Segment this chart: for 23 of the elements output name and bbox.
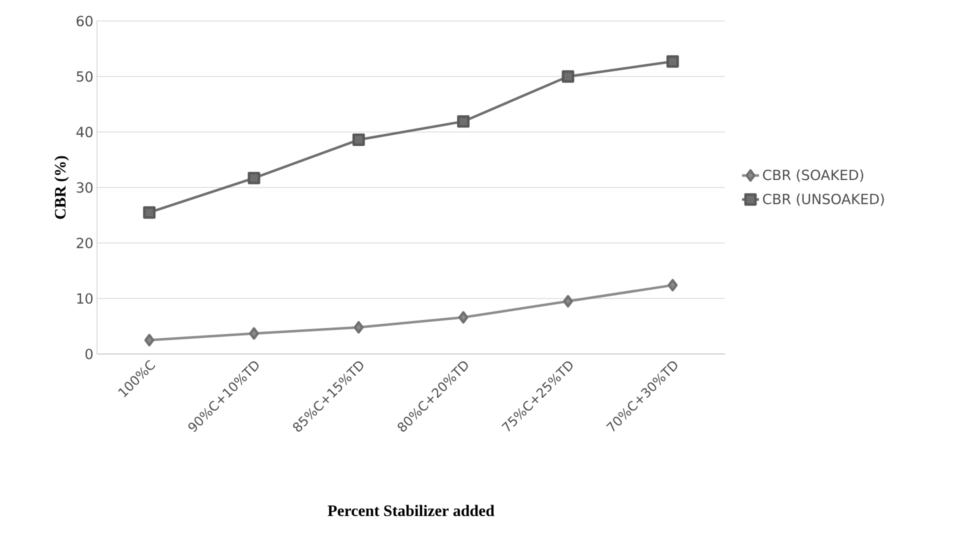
- y-tick-label: 10: [77, 293, 93, 304]
- y-axis-title: CBR (%): [54, 156, 69, 219]
- point: [354, 321, 364, 334]
- y-tick-label: 20: [76, 238, 93, 248]
- y-tick-label: 0: [86, 348, 93, 360]
- legend-label: CBR (SOAKED): [763, 169, 864, 182]
- point: [668, 278, 678, 292]
- point: [562, 70, 574, 83]
- y-tick-label: 60: [76, 16, 93, 26]
- y-tick-label: 30: [76, 182, 93, 193]
- legend-label: CBR (UNSOAKED): [763, 193, 884, 206]
- y-tick-label: 50: [76, 71, 93, 82]
- point: [352, 134, 365, 146]
- point: [458, 311, 468, 324]
- y-tick-label: 40: [76, 126, 93, 138]
- point: [563, 295, 573, 308]
- point: [666, 55, 679, 68]
- x-axis-title: Percent Stabilizer added: [328, 504, 494, 516]
- point: [144, 334, 154, 346]
- point: [143, 206, 156, 219]
- point: [248, 172, 260, 184]
- point: [457, 115, 470, 128]
- point: [249, 327, 259, 340]
